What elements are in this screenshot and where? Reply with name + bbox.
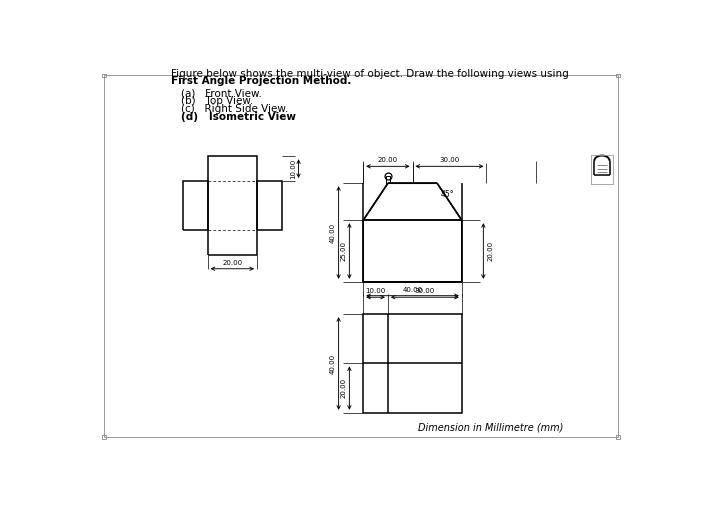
Text: 20.00: 20.00	[378, 157, 398, 163]
Text: 30.00: 30.00	[439, 157, 460, 163]
Text: (d)   Isometric View: (d) Isometric View	[180, 112, 296, 122]
Text: 30.00: 30.00	[415, 288, 435, 294]
Text: First Angle Projection Method.: First Angle Projection Method.	[171, 76, 351, 86]
Text: 40.00: 40.00	[329, 223, 336, 243]
Text: Dimension in Millimetre (mm): Dimension in Millimetre (mm)	[418, 423, 563, 433]
Text: (c)   Right Side View.: (c) Right Side View.	[180, 104, 288, 114]
Text: 10.00: 10.00	[290, 159, 296, 179]
Text: (b)   Top View.: (b) Top View.	[180, 96, 253, 106]
Text: (a)   Front View.: (a) Front View.	[180, 89, 262, 98]
Text: 40.00: 40.00	[403, 286, 422, 293]
Text: 10.00: 10.00	[365, 288, 386, 294]
Text: 40.00: 40.00	[329, 353, 336, 374]
Text: 20.00: 20.00	[222, 260, 243, 266]
Text: Figure below shows the multi-view of object. Draw the following views using: Figure below shows the multi-view of obj…	[171, 68, 568, 79]
Text: 20.00: 20.00	[341, 378, 346, 398]
Text: 45°: 45°	[440, 190, 454, 199]
Text: 20.00: 20.00	[488, 241, 494, 261]
Text: 25.00: 25.00	[341, 241, 346, 261]
